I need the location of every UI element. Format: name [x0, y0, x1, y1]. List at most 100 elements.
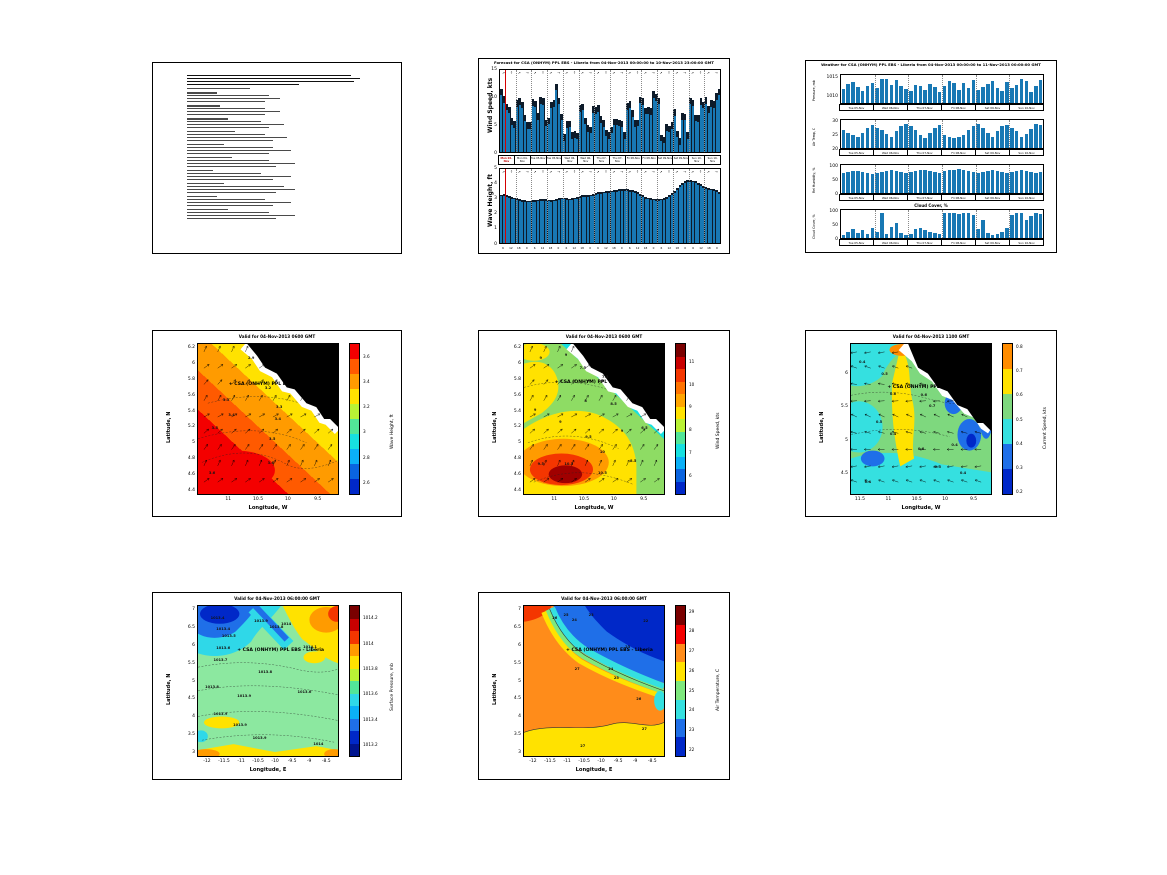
bar-slot: [657, 169, 661, 243]
colorbar-segment: [350, 606, 359, 619]
contour-label: 9: [620, 429, 624, 433]
bar-slot: [518, 70, 521, 152]
hour-tick-label: 0: [525, 246, 528, 250]
value-bar: [1038, 79, 1043, 103]
value-bar: [558, 104, 561, 152]
site-label: + CSA (ONHYM) PPL EBS - Liberia: [237, 648, 324, 653]
value-bar: [663, 200, 666, 243]
report-text-line: [187, 118, 228, 120]
value-bar: [655, 100, 658, 152]
quiver-arrow-icon: [974, 479, 982, 483]
bar-slot: [552, 70, 556, 152]
value-bar: [986, 232, 990, 238]
bar-slot: [990, 210, 995, 238]
bar-slot: [539, 169, 542, 243]
direction-arrow-icon: →: [588, 170, 592, 174]
quiver-arrow-icon: [598, 459, 602, 466]
quiver-arrow-icon: [878, 465, 885, 468]
bar-slot: [610, 169, 613, 243]
direction-arrow-icon: →: [620, 71, 624, 75]
bar-slot: [602, 70, 605, 152]
colorbar-segment: [676, 394, 685, 407]
report-text-line: [187, 111, 280, 113]
value-bar: [880, 171, 884, 193]
value-bar: [875, 127, 879, 148]
bar-slot: [865, 120, 870, 148]
bar-slot: [534, 169, 537, 243]
bar-slot: [865, 210, 870, 238]
y-tick-label: 4: [494, 180, 497, 186]
bar-slot: [952, 120, 957, 148]
bar-slot: [568, 70, 571, 152]
value-bar: [1024, 81, 1029, 103]
contour-label: 8.5: [630, 459, 637, 463]
bar-slot: [707, 169, 710, 243]
site-marker-icon: +: [228, 381, 233, 387]
quiver-arrow-icon: [203, 478, 210, 483]
hour-tick-label: 12: [572, 246, 577, 250]
day-box: Thu 07-Nov: [907, 239, 942, 246]
quiver-arrow-icon: [947, 413, 954, 418]
quiver-arrow-icon: [640, 459, 644, 466]
quiver-arrow-icon: [961, 479, 968, 483]
report-text-line: [187, 198, 266, 201]
value-bar: [957, 169, 961, 193]
quiver-arrow-icon: [974, 448, 982, 451]
value-bar: [937, 172, 942, 193]
bar-slot: [899, 210, 904, 238]
bar-slot: [683, 169, 687, 243]
value-bar: [860, 230, 865, 238]
bar-slot: [542, 169, 545, 243]
bar-slot: [1029, 165, 1034, 193]
value-bar: [1014, 131, 1019, 148]
colorbar-tick-label: 3: [363, 429, 366, 435]
value-bar: [607, 138, 610, 152]
value-bar: [665, 198, 668, 243]
bar-slot: [594, 70, 598, 152]
bar-slot: [521, 70, 524, 152]
value-bar: [1029, 128, 1033, 148]
day-box: Thu 07-Nov: [907, 194, 942, 201]
quiver-arrow-icon: [314, 413, 321, 418]
day-strip-box: Fri 08-Nov: [624, 155, 642, 165]
value-bar: [995, 131, 1000, 148]
contour-label: 0.5: [934, 465, 941, 469]
contour-label: 0.6: [920, 393, 927, 397]
bar-slot: [623, 70, 626, 152]
direction-arrow-icon: ↗: [612, 170, 616, 174]
report-text-line: [187, 80, 355, 83]
colorbar-tick-label: 1014.2: [363, 614, 378, 620]
value-bar: [851, 171, 855, 193]
value-bar: [602, 193, 605, 243]
quiver-arrow-icon: [626, 413, 633, 418]
bar-slot: [908, 165, 913, 193]
colorbar-segment: [350, 479, 359, 494]
bar-slot: [652, 70, 655, 152]
contour-label: 1013.9: [237, 694, 252, 698]
colorbar-segment: [350, 618, 359, 631]
bar-slot: [990, 165, 995, 193]
bar-slot: [923, 210, 928, 238]
value-bar: [904, 173, 908, 193]
quiver-arrow-icon: [286, 413, 293, 418]
longitude-axis-label: Longitude, W: [901, 505, 941, 511]
value-bar: [966, 87, 971, 103]
value-bar: [636, 126, 639, 152]
bar-slot: [526, 70, 529, 152]
bar-slot: [589, 169, 592, 243]
bar-slot: [576, 169, 579, 243]
report-text-line: [187, 214, 295, 217]
bar-slot: [952, 165, 957, 193]
quiver-arrow-icon: [203, 379, 209, 385]
value-bar: [586, 131, 589, 152]
direction-arrow-icon: ↗: [533, 71, 537, 75]
value-bar: [644, 114, 647, 152]
value-bar: [529, 128, 532, 152]
quiver-arrow-icon: [557, 379, 563, 385]
wind-direction-arrows: ↗ ↑ ↗ → ↗ ↑ ↗ → ↗ ↑ ↗ → ↗ ↑ ↗ → ↗ ↑ ↗ → ↗ ↑ ↗ → ↗ ↑ ↗ →: [502, 71, 718, 75]
quiver-arrow-icon: [584, 459, 589, 466]
y-tick-label: 5.4: [187, 408, 195, 414]
contour-label: 25: [563, 613, 569, 617]
direction-arrow-icon: ↗: [502, 71, 506, 75]
bar-slot: [932, 75, 937, 103]
